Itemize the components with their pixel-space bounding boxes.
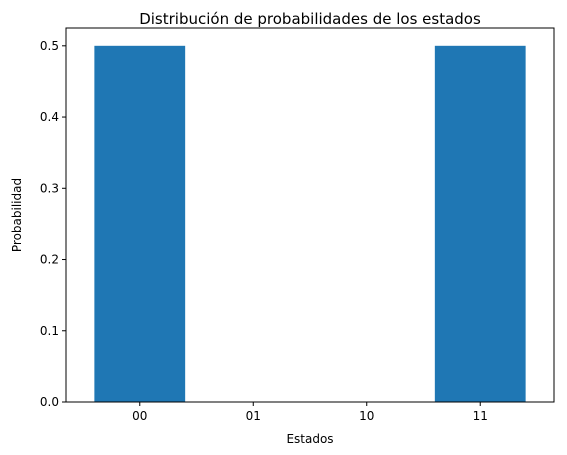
x-tick-label: 11 [473, 409, 488, 423]
x-tick-label: 01 [246, 409, 261, 423]
x-tick-label: 10 [359, 409, 374, 423]
x-tick-label: 00 [132, 409, 147, 423]
bar-00 [94, 45, 186, 403]
x-axis-label: Estados [286, 432, 333, 446]
bar-11 [434, 45, 526, 403]
y-tick-label: 0.3 [40, 181, 59, 195]
y-axis-ticks: 0.0 0.1 0.2 0.3 0.4 0.5 [40, 39, 66, 409]
plot-area-frame [65, 27, 555, 403]
y-tick-label: 0.4 [40, 110, 59, 124]
chart-title: Distribución de probabilidades de los es… [139, 10, 481, 28]
y-tick-label: 0.5 [40, 39, 59, 53]
y-tick-label: 0.2 [40, 253, 59, 267]
bars-group [94, 45, 526, 403]
y-tick-label: 0.0 [40, 395, 59, 409]
y-axis-label: Probabilidad [10, 178, 24, 252]
y-tick-label: 0.1 [40, 324, 59, 338]
x-axis-ticks: 00 01 10 11 [132, 402, 488, 423]
